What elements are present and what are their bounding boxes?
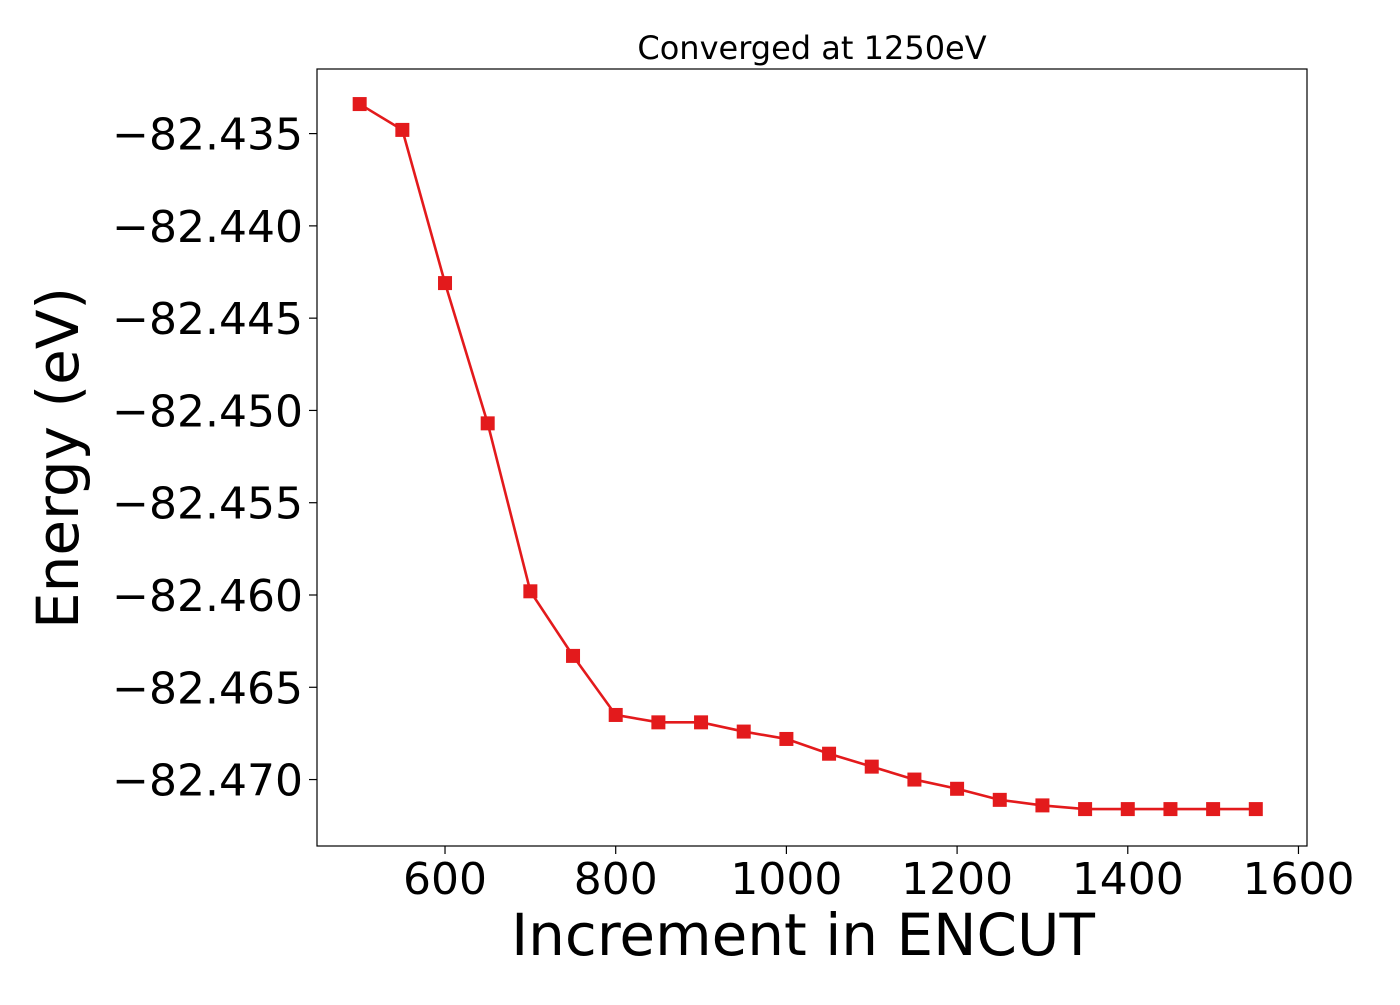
y-axis-ticks: −82.435 −82.440 −82.445 −82.450 −82.455 −82.4… [112,110,317,807]
y-tick-label: −82.470 [112,756,303,807]
y-tick-label: −82.465 [112,663,303,714]
data-point [779,731,794,746]
x-tick-label: 1400 [1072,854,1184,905]
data-point [992,792,1007,807]
data-point [1248,802,1263,817]
data-point [523,584,538,599]
series-line [358,102,1256,811]
data-point [608,707,623,722]
y-axis-label: Energy (eV) [24,287,92,629]
data-point [480,416,495,431]
plot-frame [316,68,1308,847]
y-tick-label: −82.460 [112,571,303,622]
chart-title: Converged at 1250eV [637,29,986,67]
data-point [736,724,751,739]
data-point [950,781,965,796]
y-tick-label: −82.450 [112,386,303,437]
data-point [694,715,709,730]
data-point [1120,802,1135,817]
data-point [1163,802,1178,817]
data-point [1206,802,1221,817]
y-tick-label: −82.440 [112,202,303,253]
data-point [651,715,666,730]
data-point [907,772,922,787]
data-point [566,648,581,663]
x-tick-label: 1000 [730,854,842,905]
data-point [864,759,879,774]
data-point [1035,798,1050,813]
data-point [352,97,367,112]
series-layer [352,97,1263,817]
data-point [822,746,837,761]
x-axis-label: Increment in ENCUT [511,901,1095,969]
x-tick-label: 1200 [901,854,1013,905]
y-tick-label: −82.445 [112,294,303,345]
x-tick-label: 1600 [1242,854,1354,905]
data-point [438,276,453,291]
y-tick-label: −82.435 [112,110,303,161]
x-axis-ticks: 600 800 1000 1200 1400 1600 [403,846,1354,905]
y-tick-label: −82.455 [112,479,303,530]
x-tick-label: 600 [403,854,487,905]
x-tick-label: 800 [574,854,658,905]
data-point [395,122,410,137]
data-point [1078,802,1093,817]
